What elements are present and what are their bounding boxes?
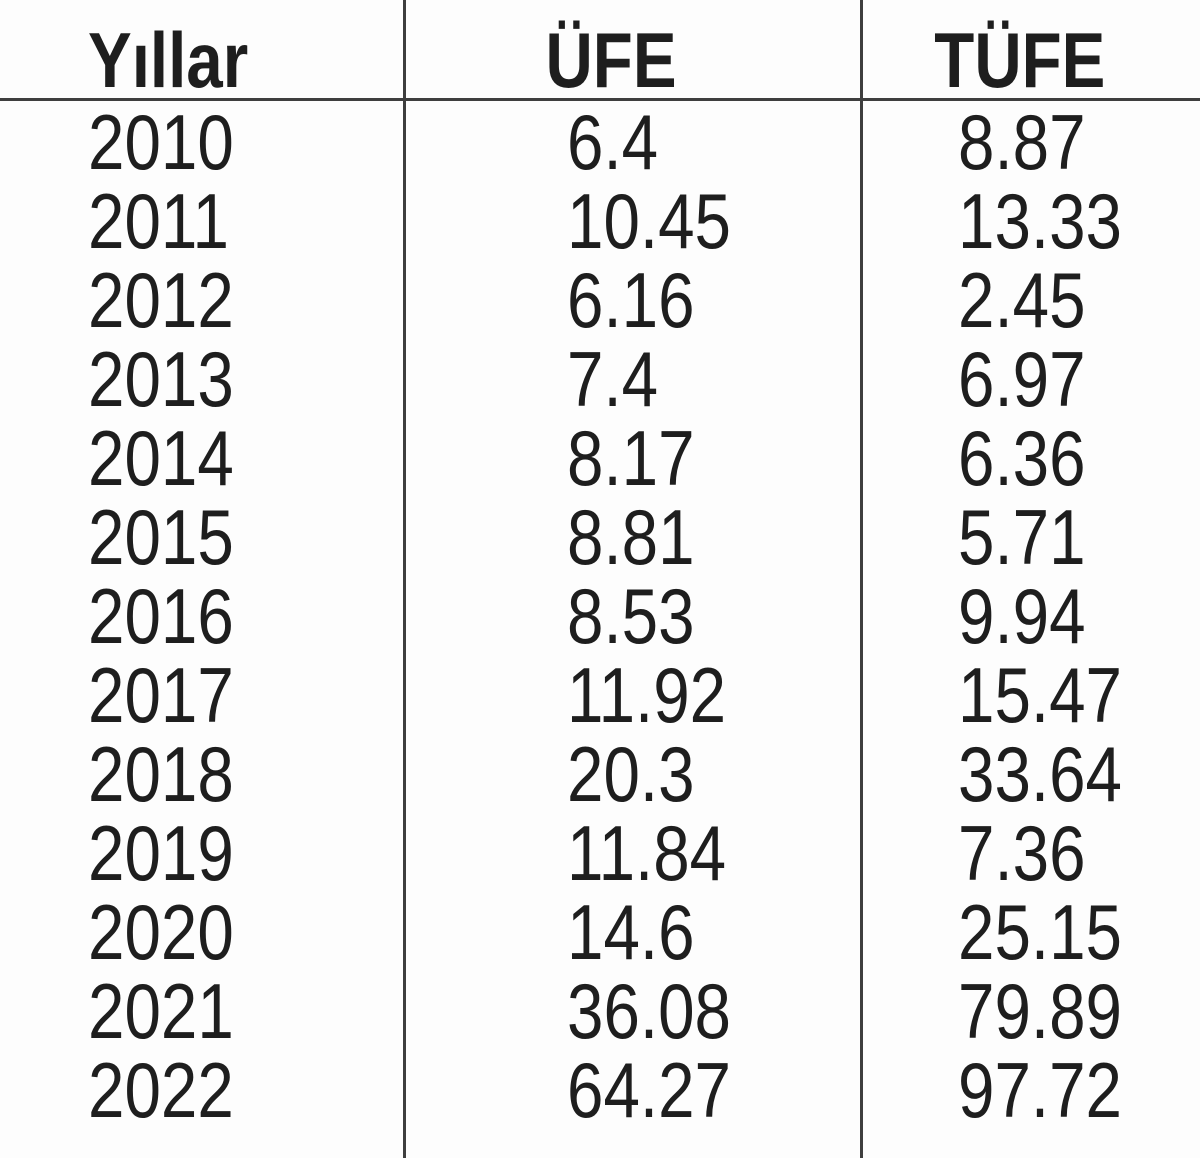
cell-year: 2014 [88,414,234,502]
cell-tufe: 79.89 [958,967,1122,1055]
header-divider-rule [0,98,1200,101]
cell-ufe: 6.4 [567,98,659,186]
cell-year: 2016 [88,572,234,660]
cell-tufe: 5.71 [958,493,1086,581]
cell-year: 2013 [88,335,234,423]
column-divider-1 [403,0,406,1158]
cell-ufe: 11.92 [567,651,727,739]
cell-year: 2015 [88,493,234,581]
cell-year: 2018 [88,730,234,818]
cell-ufe: 36.08 [567,967,731,1055]
header-label-tufe: TÜFE [934,16,1106,104]
cell-tufe: 15.47 [958,651,1122,739]
cell-tufe: 6.36 [958,414,1086,502]
cell-ufe: 8.81 [567,493,695,581]
cell-year: 2012 [88,256,234,344]
cell-ufe: 8.17 [567,414,695,502]
cell-ufe: 11.84 [567,809,727,897]
cell-tufe: 8.87 [958,98,1086,186]
cell-ufe: 6.16 [567,256,695,344]
header-cell-years: Yıllar [0,0,405,103]
cell-tufe: 33.64 [958,730,1122,818]
header-cell-tufe: TÜFE [862,0,1200,103]
cell-ufe: 14.6 [567,888,695,976]
cell-tufe: 7.36 [958,809,1086,897]
cell-year: 2020 [88,888,234,976]
cell-ufe: 20.3 [567,730,695,818]
cell-ufe: 8.53 [567,572,695,660]
column-divider-2 [860,0,863,1158]
cell-year: 2011 [88,177,229,265]
cell-ufe: 10.45 [567,177,731,265]
cell-year: 2010 [88,98,234,186]
cell-tufe: 97.72 [958,1046,1122,1134]
cell-year: 2019 [88,809,234,897]
header-cell-ufe: ÜFE [405,0,862,103]
cell-ufe: 64.27 [567,1046,731,1134]
cell-tufe: 6.97 [958,335,1086,423]
cell-ufe: 7.4 [567,335,659,423]
cell-tufe: 2.45 [958,256,1086,344]
cell-year: 2022 [88,1046,234,1134]
cell-year: 2021 [88,967,234,1055]
cell-year: 2017 [88,651,234,739]
cell-tufe: 9.94 [958,572,1086,660]
header-label-years: Yıllar [88,16,249,104]
header-label-ufe: ÜFE [544,16,677,104]
cell-tufe: 25.15 [958,888,1122,976]
cell-tufe: 13.33 [958,177,1122,265]
